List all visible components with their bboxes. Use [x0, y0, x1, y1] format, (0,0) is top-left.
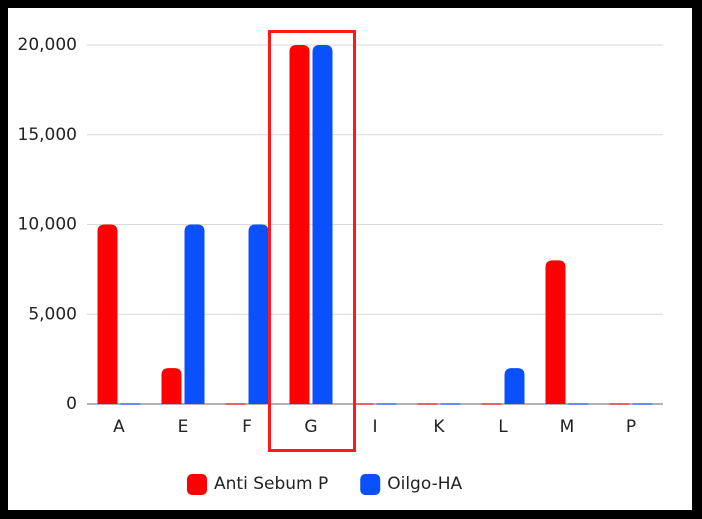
bar	[97, 224, 118, 404]
bar	[289, 45, 310, 404]
chart-background	[8, 8, 692, 510]
legend-swatch	[187, 474, 207, 495]
y-tick-label: 10,000	[18, 215, 77, 235]
bar	[161, 368, 182, 404]
x-tick-label: K	[433, 417, 445, 437]
highlight-box	[268, 30, 356, 452]
x-tick-label: P	[626, 417, 636, 437]
legend-label: Anti Sebum P	[214, 474, 328, 494]
x-tick-label: L	[498, 417, 508, 437]
legend-label: Oilgo-HA	[387, 474, 462, 494]
x-tick-label: G	[304, 417, 317, 437]
x-tick-label: F	[242, 417, 252, 437]
x-tick-label: A	[113, 417, 125, 437]
y-tick-label: 0	[66, 394, 77, 414]
bar	[248, 224, 269, 404]
y-tick-label: 5,000	[28, 304, 77, 324]
y-tick-label: 20,000	[18, 35, 77, 55]
y-tick-label: 15,000	[18, 125, 77, 145]
x-tick-label: E	[178, 417, 189, 437]
legend-swatch	[360, 474, 381, 495]
bar	[545, 260, 566, 404]
x-tick-label: M	[560, 417, 575, 437]
bar	[312, 45, 333, 404]
bar	[184, 224, 205, 404]
bar	[504, 368, 525, 404]
x-tick-label: I	[372, 417, 377, 437]
